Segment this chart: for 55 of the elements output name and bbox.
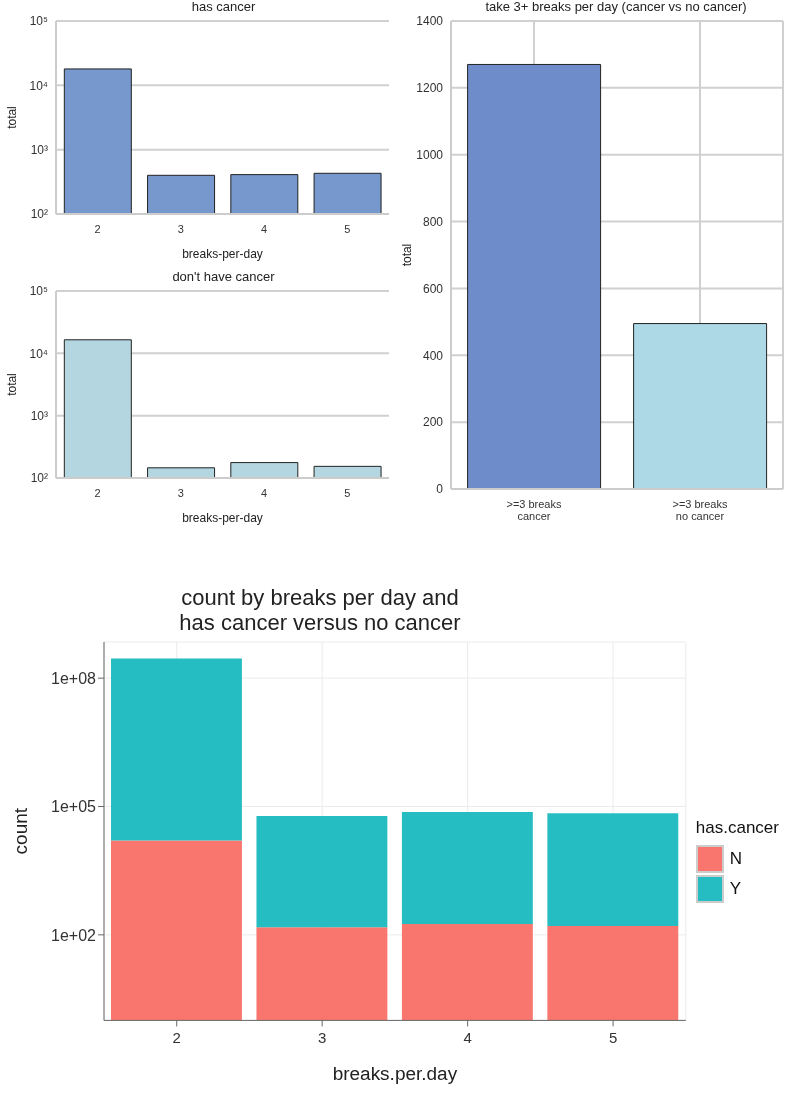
- bar: [111, 658, 242, 841]
- y-tick-label: 10⁵: [29, 284, 49, 299]
- y-tick-label: 1e+02: [51, 926, 97, 944]
- y-tick-label: 1000: [416, 147, 444, 162]
- chart-title: count by breaks per day and has cancer versus no cancer: [178, 585, 462, 636]
- x-axis-title: breaks-per-day: [182, 510, 263, 525]
- y-tick-label: 10²: [30, 207, 48, 222]
- y-tick-label: 1e+05: [51, 797, 97, 815]
- x-tick-label: 3: [318, 1028, 327, 1046]
- chart-title: has cancer: [190, 0, 257, 15]
- y-tick-label: 0: [436, 482, 444, 497]
- x-tick-label: >=3 breaks no cancer: [672, 497, 728, 523]
- legend-label: N: [729, 848, 743, 869]
- y-axis-title: total: [5, 106, 20, 129]
- y-tick-label: 10⁴: [29, 346, 48, 361]
- bar: [547, 925, 679, 1020]
- y-tick-label: 400: [423, 348, 444, 363]
- x-tick-label: 3: [177, 486, 184, 499]
- y-axis-title: count: [9, 806, 31, 855]
- legend-label: Y: [729, 878, 742, 899]
- x-tick-label: 2: [94, 222, 101, 235]
- chart-title: don't have cancer: [171, 269, 276, 285]
- bar: [401, 923, 533, 1020]
- y-tick-label: 10⁴: [29, 78, 48, 93]
- chart-title: take 3+ breaks per day (cancer vs no cancer): [484, 0, 748, 15]
- y-axis-title: total: [5, 373, 20, 396]
- x-tick-label: >=3 breaks cancer: [506, 497, 562, 523]
- x-tick-label: 5: [344, 222, 351, 235]
- y-tick-label: 10⁵: [29, 14, 49, 29]
- bar: [401, 811, 533, 924]
- y-tick-label: 200: [423, 415, 444, 430]
- x-tick-label: 4: [261, 222, 268, 235]
- y-axis-title: total: [400, 243, 415, 267]
- x-tick-label: 4: [261, 486, 268, 499]
- y-tick-label: 10³: [30, 142, 48, 157]
- x-tick-label: 5: [608, 1028, 618, 1046]
- x-tick-label: 2: [172, 1028, 181, 1046]
- x-tick-label: 3: [177, 222, 184, 235]
- y-tick-label: 800: [423, 214, 444, 229]
- bar: [256, 815, 388, 927]
- bar: [547, 812, 679, 926]
- x-axis-title: breaks-per-day: [182, 246, 263, 261]
- x-axis-title: breaks.per.day: [332, 1062, 458, 1084]
- y-tick-label: 1e+08: [51, 669, 97, 687]
- y-tick-label: 10³: [30, 408, 48, 423]
- x-tick-label: 2: [94, 486, 101, 499]
- x-tick-label: 5: [344, 486, 351, 499]
- y-tick-label: 10²: [30, 471, 48, 486]
- y-tick-label: 600: [423, 281, 444, 296]
- y-tick-label: 1200: [416, 81, 444, 96]
- x-tick-label: 4: [463, 1028, 472, 1046]
- y-tick-label: 1400: [416, 14, 444, 29]
- bar: [256, 926, 388, 1020]
- bar: [111, 840, 242, 1020]
- legend-title: has.cancer: [695, 817, 779, 838]
